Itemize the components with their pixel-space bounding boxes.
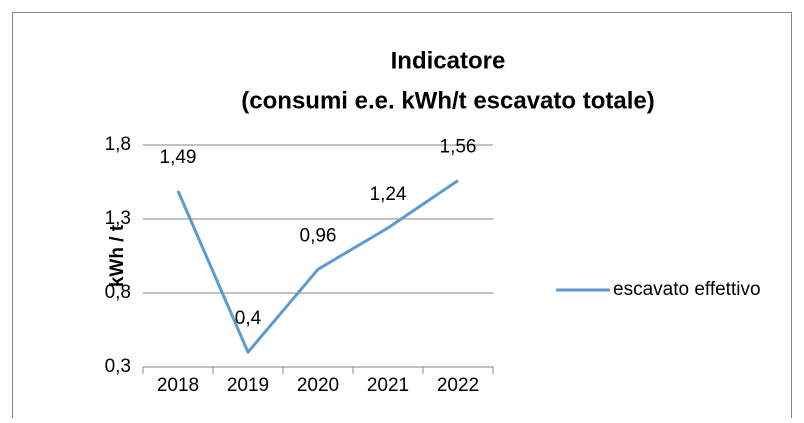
- x-tick-label: 2020: [297, 375, 339, 396]
- x-tick-label: 2018: [157, 375, 199, 396]
- series-line: [176, 179, 459, 354]
- chart-border: [12, 12, 792, 423]
- chart-subtitle: (consumi e.e. kWh/t escavato totale): [241, 87, 654, 114]
- x-tick-label: 2019: [227, 375, 269, 396]
- chart-title: Indicatore: [391, 47, 506, 74]
- y-tick-label: 1,8: [105, 134, 131, 155]
- y-tick-label: 1,3: [105, 208, 131, 229]
- y-axis-title: kWh / t: [107, 224, 128, 287]
- x-tick-label: 2021: [367, 375, 409, 396]
- data-label: 1,24: [370, 184, 407, 205]
- y-tick-label: 0,8: [105, 282, 131, 303]
- data-label: 0,4: [235, 308, 262, 329]
- data-label: 0,96: [300, 225, 337, 246]
- data-label: 1,56: [440, 137, 477, 158]
- data-label: 1,49: [160, 147, 197, 168]
- legend-label: escavato effettivo: [613, 279, 761, 300]
- x-tick-label: 2022: [437, 375, 479, 396]
- y-tick-label: 0,3: [105, 356, 131, 377]
